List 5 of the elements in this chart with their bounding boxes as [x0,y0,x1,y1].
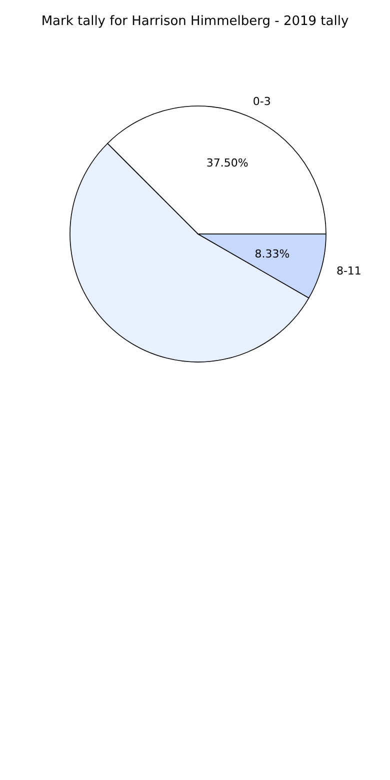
data-label: 8.33% [254,247,290,260]
slice-label: 0-3 [252,95,271,108]
chart-title: Mark tally for Harrison Himmelberg - 2019 tally [40,14,350,29]
data-label: 37.50% [206,156,248,170]
slice-label: 8-11 [336,264,362,278]
